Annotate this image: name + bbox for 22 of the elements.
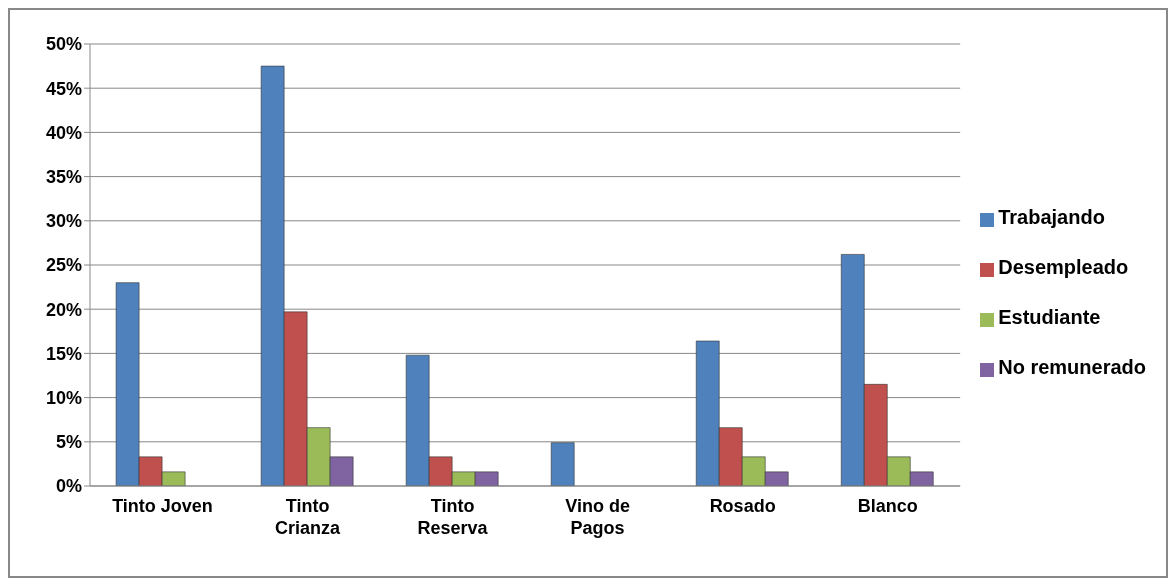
x-tick-label: Tinto Reserva [417, 496, 489, 538]
y-tick-label: 30% [45, 211, 82, 232]
legend-label: No remunerado [998, 356, 1146, 378]
y-tick-label: 45% [45, 78, 82, 99]
y-tick-label: 15% [45, 343, 82, 364]
legend-label: Trabajando [998, 206, 1105, 228]
y-tick-label: 5% [55, 432, 82, 453]
bar [550, 442, 575, 486]
legend-label: Estudiante [998, 306, 1101, 328]
x-tick-label: Blanco [857, 496, 918, 516]
y-tick-label: 50% [45, 34, 82, 55]
x-tick-label: Tinto Crianza [275, 496, 342, 538]
y-tick-label: 20% [45, 299, 82, 320]
x-tick-label: Rosado [709, 496, 776, 516]
y-tick-label: 10% [45, 387, 82, 408]
y-tick-label: 40% [45, 122, 82, 143]
y-tick-label: 0% [55, 476, 82, 497]
x-tick-label: Vino de Pagos [565, 496, 630, 538]
legend-label: Desempleado [998, 256, 1129, 278]
y-tick-label: 25% [45, 255, 82, 276]
y-tick-label: 35% [45, 166, 82, 187]
x-tick-label: Tinto Joven [112, 496, 213, 516]
